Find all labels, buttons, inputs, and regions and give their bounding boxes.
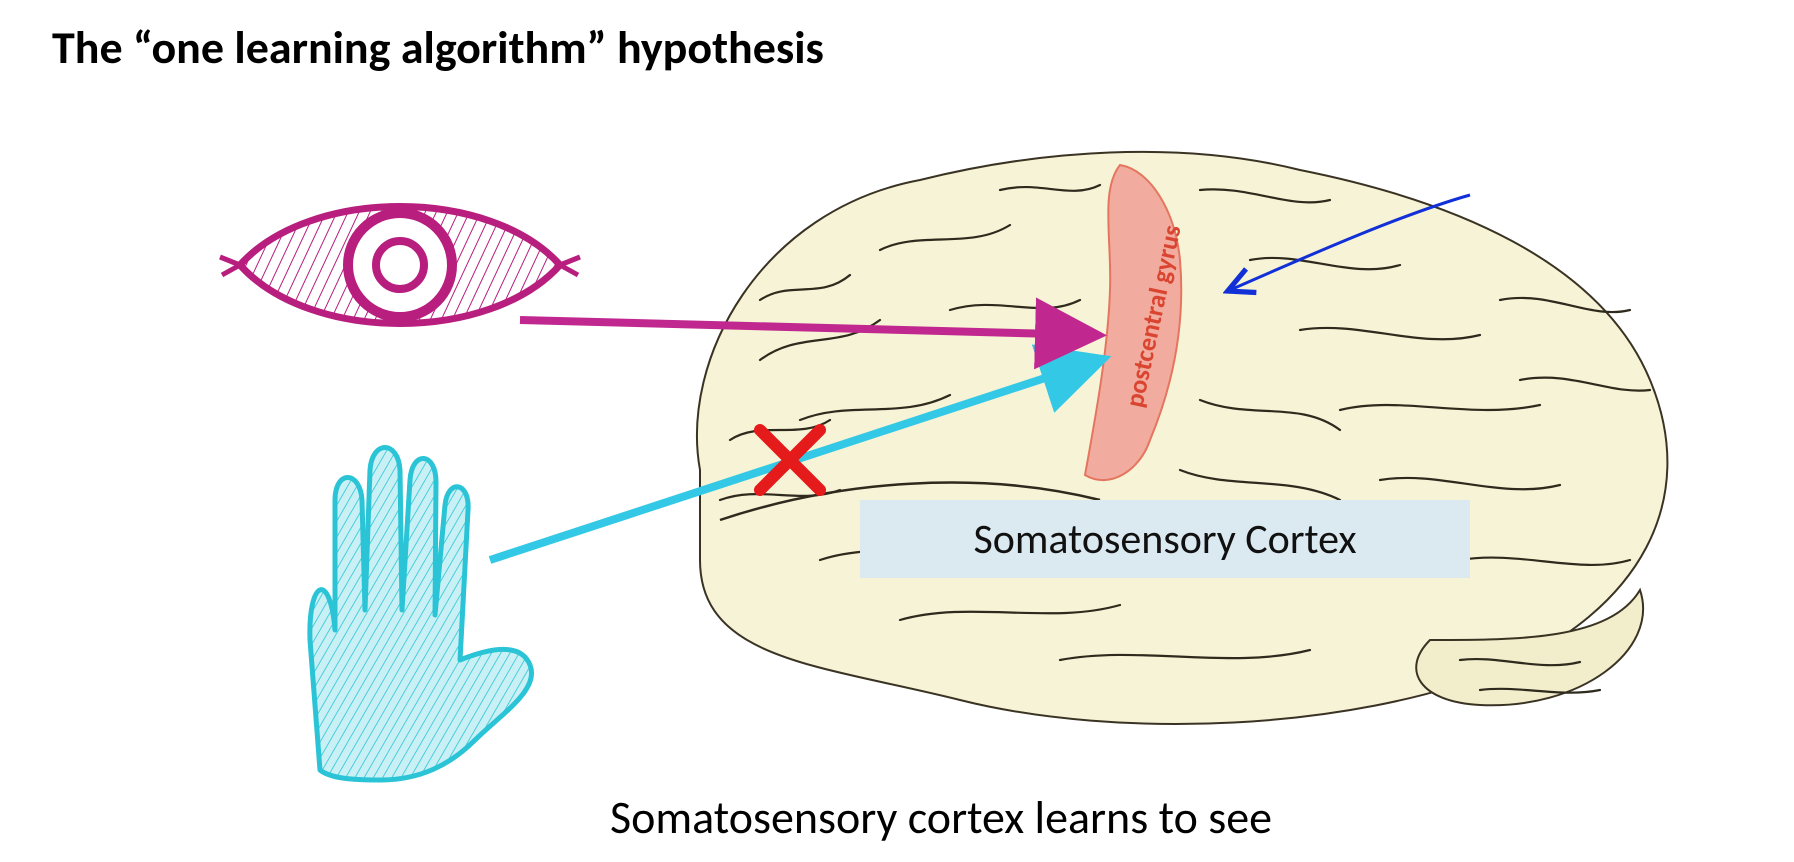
somatosensory-label-text: Somatosensory Cortex xyxy=(973,514,1356,565)
somatosensory-label-box: Somatosensory Cortex xyxy=(860,500,1470,578)
slide-stage: The “one learning algorithm” hypothesis xyxy=(0,0,1794,862)
slide-caption: Somatosensory cortex learns to see xyxy=(610,790,1272,846)
eye-icon xyxy=(220,207,580,324)
hand-icon xyxy=(310,448,532,781)
diagram-svg xyxy=(0,0,1794,862)
